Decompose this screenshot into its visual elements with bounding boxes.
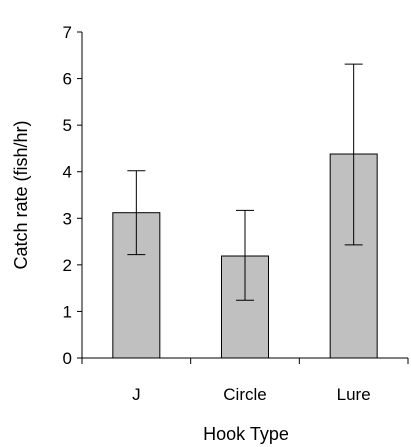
y-tick-label: 7 [63,23,72,42]
x-axis-title: Hook Type [203,424,289,444]
x-tick-label: J [132,385,141,404]
x-axis-ticks: J Circle Lure [81,358,409,404]
y-tick-label: 1 [63,302,72,321]
y-axis-ticks: 0 1 2 3 4 5 6 7 [63,23,82,368]
x-tick-label: Lure [337,385,371,404]
y-tick-label: 5 [63,116,72,135]
y-tick-label: 3 [63,209,72,228]
y-axis-title: Catch rate (fish/hr) [11,120,31,269]
y-tick-label: 4 [63,163,72,182]
error-bar-lure [344,63,363,246]
x-tick-label: Circle [223,385,266,404]
y-tick-label: 0 [63,349,72,368]
error-bar-circle [236,209,254,301]
y-tick-label: 6 [63,70,72,89]
y-tick-label: 2 [63,256,72,275]
error-bars [127,63,363,301]
error-bar-j [127,170,146,256]
